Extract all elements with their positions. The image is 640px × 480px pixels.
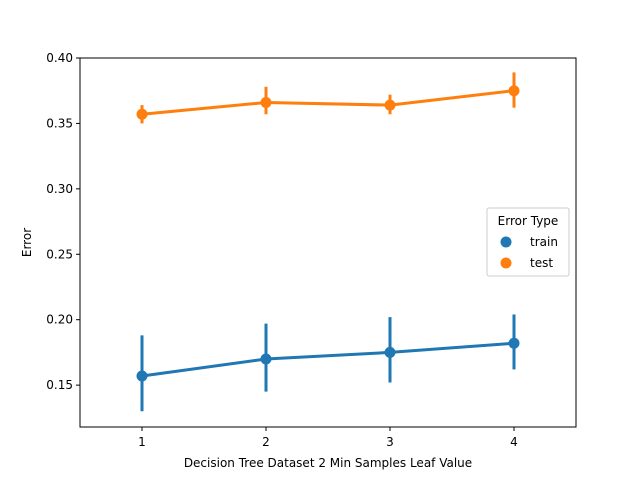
y-axis-label: Error (20, 228, 34, 257)
y-tick-label: 0.25 (46, 247, 73, 261)
data-point (136, 370, 148, 382)
data-point (384, 346, 396, 358)
series-line (141, 341, 515, 378)
data-point (384, 99, 396, 111)
data-point (136, 108, 148, 120)
y-tick-label: 0.30 (46, 182, 73, 196)
series-train (136, 314, 520, 412)
legend-label: train (530, 235, 558, 249)
data-point (508, 85, 520, 97)
plot-frame (79, 57, 577, 428)
legend-label: test (530, 256, 553, 270)
legend-title: Error Type (498, 214, 559, 228)
x-axis: 1 2 3 4 (138, 427, 518, 449)
series-line (141, 89, 515, 116)
data-point (260, 96, 272, 108)
y-tick-label: 0.20 (46, 313, 73, 327)
x-axis-label: Decision Tree Dataset 2 Min Samples Leaf… (184, 456, 472, 470)
y-tick-label: 0.15 (46, 378, 73, 392)
x-tick-label: 3 (386, 435, 394, 449)
legend: Error Type train test (486, 207, 570, 277)
x-tick-label: 4 (510, 435, 518, 449)
data-point (508, 337, 520, 349)
legend-marker (500, 236, 512, 248)
x-tick-label: 1 (138, 435, 146, 449)
y-tick-label: 0.40 (46, 51, 73, 65)
legend-marker (500, 257, 512, 269)
y-axis: 0.15 0.20 0.25 0.30 0.35 0.40 (46, 51, 80, 392)
data-point (260, 353, 272, 365)
y-tick-label: 0.35 (46, 116, 73, 130)
x-tick-label: 2 (262, 435, 270, 449)
series-test (136, 72, 520, 124)
